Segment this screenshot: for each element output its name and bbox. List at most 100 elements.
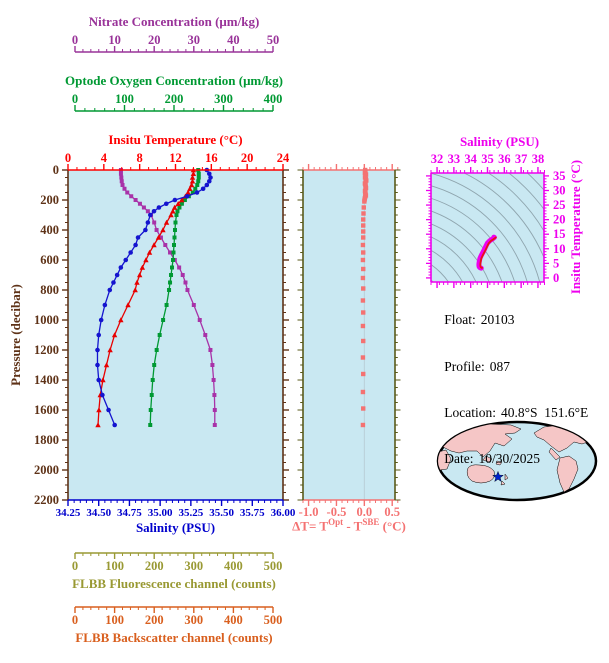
- float-info-line: Float: 20103: [424, 297, 588, 343]
- svg-text:FLBB Fluorescence channel (cou: FLBB Fluorescence channel (counts): [72, 576, 276, 591]
- date-label: Date:: [444, 451, 474, 467]
- delta-t-right-axis: [394, 169, 401, 501]
- delta-t-left-axis: [297, 169, 304, 501]
- svg-text:16: 16: [205, 151, 218, 165]
- svg-text:FLBB Backscatter channel (coun: FLBB Backscatter channel (counts): [75, 630, 272, 645]
- svg-text:4: 4: [101, 151, 108, 165]
- svg-text:25: 25: [553, 198, 566, 212]
- svg-text:Optode Oxygen Concentration (μ: Optode Oxygen Concentration (μm/kg): [65, 73, 283, 88]
- svg-text:33: 33: [448, 152, 461, 166]
- svg-text:Salinity (PSU): Salinity (PSU): [136, 520, 215, 535]
- pressure-axis-title: Pressure (decibar): [8, 284, 23, 386]
- float-value: 20103: [480, 312, 515, 328]
- svg-text:0: 0: [72, 92, 78, 106]
- svg-text:34.75: 34.75: [117, 507, 142, 519]
- location-info-line: Location: 40.8°S 151.6°E: [424, 389, 588, 435]
- svg-text:34: 34: [464, 152, 477, 166]
- svg-text:50: 50: [267, 33, 280, 47]
- svg-text:0: 0: [553, 271, 559, 285]
- svg-text:Insitu Temperature (°C): Insitu Temperature (°C): [108, 132, 242, 147]
- svg-text:15: 15: [553, 227, 566, 241]
- svg-text:20: 20: [241, 151, 254, 165]
- nitrate-axis: 0 10 20 30 40 50 Nitrate Concentration (μm/kg): [72, 14, 280, 53]
- profile-value: 087: [489, 358, 510, 374]
- svg-text:36: 36: [498, 152, 511, 166]
- location-label: Location:: [444, 404, 496, 420]
- svg-text:0: 0: [53, 163, 59, 177]
- salinity-curve: [95, 167, 213, 428]
- svg-text:2200: 2200: [34, 493, 59, 507]
- location-value: 40.8°S 151.6°E: [500, 404, 589, 420]
- svg-text:1400: 1400: [34, 373, 59, 387]
- svg-text:0.0: 0.0: [357, 505, 373, 519]
- svg-text:0: 0: [72, 33, 78, 47]
- svg-text:400: 400: [224, 613, 243, 627]
- svg-text:30: 30: [553, 183, 566, 197]
- svg-text:0: 0: [72, 559, 78, 573]
- svg-text:500: 500: [264, 559, 283, 573]
- profile-info-line: Profile: 087: [424, 343, 588, 389]
- svg-text:40: 40: [227, 33, 240, 47]
- svg-text:30: 30: [188, 33, 201, 47]
- salinity-axis: 34.25 34.50 34.75 35.00 35.25 35.50 35.75 36.00…: [56, 499, 296, 535]
- svg-text:Salinity (PSU): Salinity (PSU): [460, 134, 539, 149]
- svg-text:2000: 2000: [34, 463, 59, 477]
- delta-t-axis-title: ΔT= TOpt - TSBE (°C): [292, 517, 406, 534]
- svg-text:300: 300: [184, 613, 203, 627]
- svg-text:36.00: 36.00: [271, 507, 296, 519]
- svg-text:10: 10: [553, 242, 566, 256]
- svg-text:5: 5: [553, 256, 559, 270]
- svg-text:-0.5: -0.5: [327, 505, 347, 519]
- ts-y-title: Insitu Temperature (°C): [568, 160, 583, 294]
- svg-text:35.50: 35.50: [209, 507, 234, 519]
- svg-text:100: 100: [115, 92, 134, 106]
- date-info-line: Date: 10/30/2025: [424, 436, 588, 482]
- delta-t-top-axis: [302, 164, 399, 171]
- ts-bottom-axis: [430, 281, 546, 288]
- svg-text:400: 400: [40, 223, 59, 237]
- svg-text:400: 400: [264, 92, 283, 106]
- svg-text:20: 20: [148, 33, 161, 47]
- pressure-axis: 0 200 400 600 800 1000 1200 1400 1600 1800 2000 220…: [34, 163, 69, 507]
- float-label: Float:: [444, 312, 476, 328]
- svg-text:Pressure (decibar): Pressure (decibar): [8, 284, 23, 386]
- pressure-axis-right: [282, 169, 289, 501]
- date-value: 10/30/2025: [478, 451, 541, 467]
- backscatter-axis: 0 100 200 300 400 500 FLBB Backscatter channel…: [72, 606, 282, 645]
- svg-text:35.75: 35.75: [240, 507, 265, 519]
- svg-text:1800: 1800: [34, 433, 59, 447]
- ts-x-title: Salinity (PSU): [460, 134, 539, 149]
- svg-text:200: 200: [165, 92, 184, 106]
- delta-t-plot: -1.0 -0.5 0.0 0.5: [297, 164, 401, 519]
- svg-text:12: 12: [169, 151, 182, 165]
- svg-text:38: 38: [532, 152, 545, 166]
- svg-text:34.50: 34.50: [86, 507, 111, 519]
- svg-text:35.00: 35.00: [148, 507, 173, 519]
- svg-text:0: 0: [72, 613, 78, 627]
- svg-text:300: 300: [214, 92, 233, 106]
- temperature-axis: 0 4 8 12 16 20 24 Insitu Temperature (°C): [65, 132, 290, 171]
- svg-text:200: 200: [145, 613, 164, 627]
- svg-text:200: 200: [40, 193, 59, 207]
- svg-text:-1.0: -1.0: [299, 505, 319, 519]
- svg-text:24: 24: [277, 151, 290, 165]
- svg-text:8: 8: [137, 151, 143, 165]
- svg-text:34.25: 34.25: [56, 507, 81, 519]
- svg-text:300: 300: [184, 559, 203, 573]
- svg-text:35: 35: [481, 152, 494, 166]
- main-profile-plot: 0200400600800100012001400160018002000220…: [8, 132, 296, 535]
- float-info-block: Float: 20103 Profile: 087 Location: 40.8°S …: [424, 297, 588, 482]
- profile-label: Profile:: [444, 358, 485, 374]
- svg-text:Insitu Temperature (°C): Insitu Temperature (°C): [568, 160, 583, 294]
- svg-text:1200: 1200: [34, 343, 59, 357]
- delta-t-points: [360, 167, 369, 428]
- svg-text:100: 100: [105, 559, 124, 573]
- svg-text:200: 200: [145, 559, 164, 573]
- ts-top-axis: 32 33 34 35 36 37 38: [430, 152, 546, 174]
- svg-text:0.5: 0.5: [384, 505, 400, 519]
- svg-text:0: 0: [65, 151, 71, 165]
- svg-text:35: 35: [553, 169, 566, 183]
